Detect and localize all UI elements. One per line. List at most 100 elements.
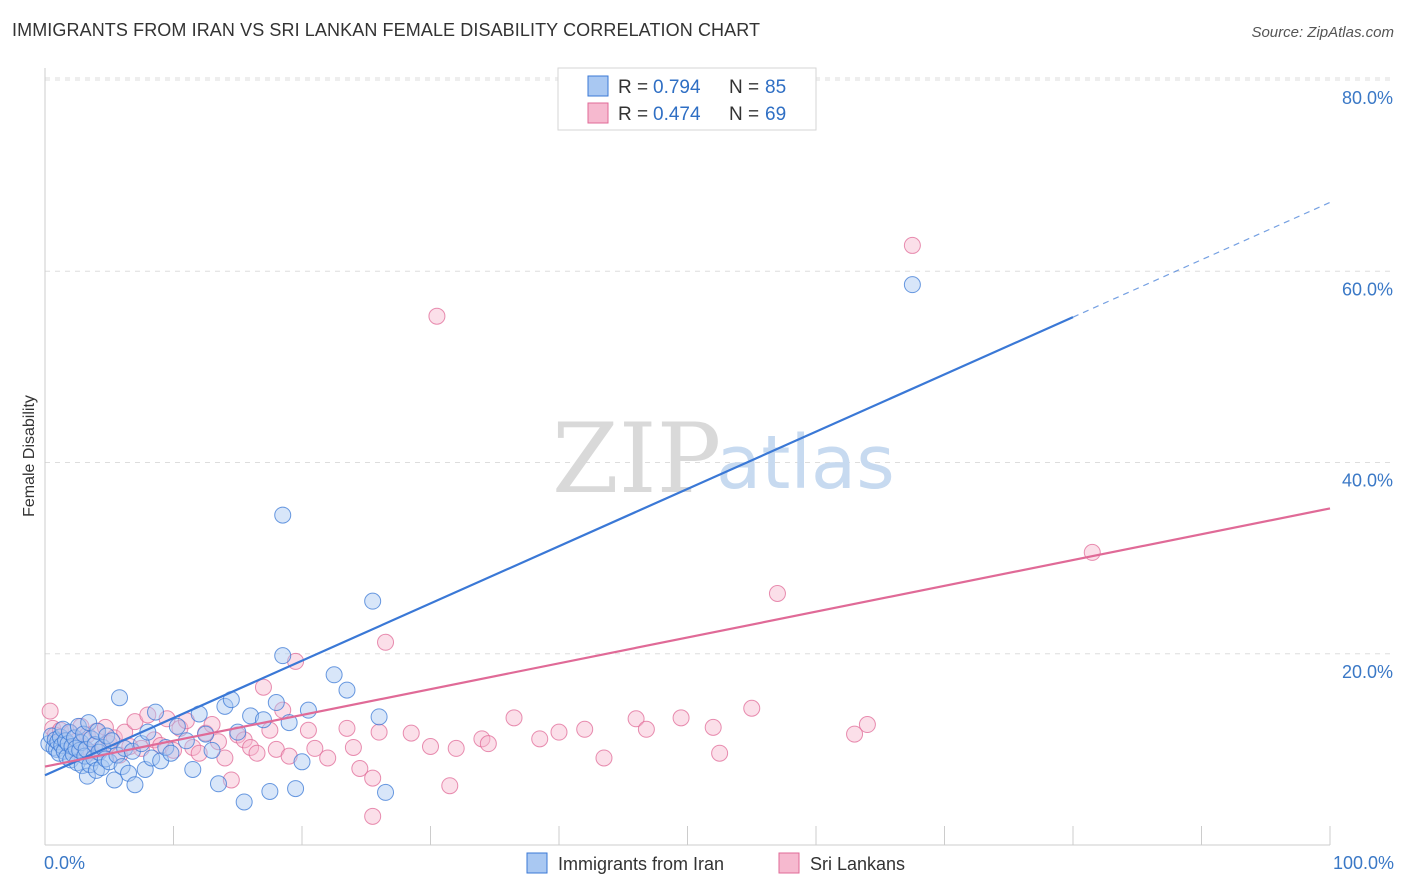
srilanka-point-73 bbox=[704, 718, 722, 736]
srilanka-point-76 bbox=[768, 585, 786, 603]
y-tick-label-40: 40.0% bbox=[1342, 471, 1393, 491]
trend-line-iran-extension bbox=[1072, 201, 1331, 318]
y-tick-label-80: 80.0% bbox=[1342, 88, 1393, 108]
iran-point-74 bbox=[261, 782, 279, 800]
srilanka-point-77 bbox=[846, 725, 864, 743]
iran-point-69 bbox=[242, 707, 260, 725]
iran-point-77 bbox=[274, 647, 292, 665]
srilanka-point-78 bbox=[858, 716, 876, 734]
iran-point-81 bbox=[377, 783, 395, 801]
legend-n-value-iran: 85 bbox=[765, 77, 786, 98]
srilanka-point-50 bbox=[319, 749, 337, 767]
bottom-legend-swatch-iran bbox=[526, 852, 548, 874]
srilanka-point-59 bbox=[422, 738, 439, 756]
legend-swatch-iran bbox=[587, 75, 609, 97]
bottom-legend-swatch-srilanka bbox=[778, 852, 800, 874]
srilanka-point-41 bbox=[248, 744, 266, 762]
y-tick-labels: 20.0% 40.0% 60.0% 80.0% bbox=[1342, 88, 1393, 682]
srilanka-point-37 bbox=[222, 771, 240, 789]
iran-point-65 bbox=[209, 775, 227, 793]
srilanka-point-40 bbox=[242, 738, 260, 756]
srilanka-point-32 bbox=[190, 744, 208, 762]
srilanka-point-58 bbox=[402, 724, 420, 742]
trend-lines bbox=[44, 201, 1331, 777]
iran-point-29 bbox=[80, 714, 98, 732]
legend-r-label-srilanka: R = bbox=[618, 104, 648, 125]
srilanka-point-71 bbox=[637, 720, 655, 738]
x-tick-label-max: 100.0% bbox=[1333, 853, 1394, 873]
srilanka-point-49 bbox=[306, 739, 324, 757]
iran-point-71 bbox=[267, 694, 285, 712]
iran-point-80 bbox=[338, 681, 356, 699]
legend-r-value-iran: 0.794 bbox=[653, 77, 701, 98]
iran-point-35 bbox=[89, 722, 107, 740]
source-label: Source: ZipAtlas.com bbox=[1251, 24, 1394, 41]
iran-point-84 bbox=[364, 592, 382, 610]
srilanka-point-66 bbox=[531, 730, 549, 748]
srilanka-point-60 bbox=[428, 307, 446, 325]
iran-point-70 bbox=[254, 711, 272, 729]
iran-point-34 bbox=[87, 761, 105, 779]
bottom-legend-label-srilanka: Sri Lankans bbox=[810, 854, 905, 874]
srilanka-point-74 bbox=[711, 744, 729, 762]
srilanka-point-52 bbox=[344, 738, 362, 756]
srilanka-point-61 bbox=[441, 777, 459, 795]
legend: R = 0.794 N = 85 R = 0.474 N = 69 bbox=[557, 67, 817, 131]
x-tick-label-min: 0.0% bbox=[44, 853, 85, 873]
iran-point-75 bbox=[235, 793, 253, 811]
srilanka-point-56 bbox=[370, 723, 388, 741]
y-tick-label-60: 60.0% bbox=[1342, 279, 1393, 299]
iran-point-83 bbox=[274, 506, 292, 524]
chart-title: IMMIGRANTS FROM IRAN VS SRI LANKAN FEMAL… bbox=[12, 20, 761, 40]
srilanka-point-62 bbox=[447, 739, 465, 757]
bottom-legend: Immigrants from Iran Sri Lankans bbox=[526, 852, 905, 874]
y-tick-label-20: 20.0% bbox=[1342, 662, 1393, 682]
gridlines bbox=[45, 77, 1392, 655]
legend-n-label-srilanka: N = bbox=[729, 104, 759, 125]
srilanka-point-51 bbox=[338, 719, 356, 737]
srilanka-point-72 bbox=[672, 709, 690, 727]
legend-r-label-iran: R = bbox=[618, 77, 648, 98]
legend-r-value-srilanka: 0.474 bbox=[653, 104, 701, 125]
srilanka-point-65 bbox=[505, 709, 523, 727]
iran-point-64 bbox=[203, 741, 221, 759]
srilanka-point-53 bbox=[351, 760, 369, 777]
iran-point-79 bbox=[325, 666, 343, 684]
srilanka-point-42 bbox=[254, 678, 272, 696]
srilanka-point-55 bbox=[364, 769, 382, 787]
watermark-zip: ZIP bbox=[552, 403, 721, 515]
srilanka-point-0 bbox=[41, 702, 59, 720]
iran-point-58 bbox=[162, 744, 180, 762]
srilanka-point-35 bbox=[209, 733, 227, 751]
series-immigrants-from-iran bbox=[40, 276, 921, 811]
srilanka-point-70 bbox=[627, 710, 645, 728]
iran-point-59 bbox=[168, 717, 186, 735]
srilanka-point-67 bbox=[550, 723, 568, 741]
x-axis-ticks bbox=[173, 826, 1331, 845]
iran-point-73 bbox=[293, 753, 311, 771]
iran-point-40 bbox=[98, 727, 116, 745]
iran-point-55 bbox=[147, 703, 165, 721]
iran-point-46 bbox=[113, 758, 131, 776]
srilanka-point-57 bbox=[377, 633, 395, 651]
srilanka-point-69 bbox=[595, 749, 613, 767]
iran-point-66 bbox=[216, 697, 234, 715]
srilanka-point-54 bbox=[364, 807, 382, 825]
y-axis-label: Female Disability bbox=[21, 395, 38, 517]
iran-point-60 bbox=[177, 732, 195, 750]
srilanka-point-31 bbox=[184, 738, 202, 756]
legend-n-value-srilanka: 69 bbox=[765, 104, 786, 125]
watermark-atlas: atlas bbox=[716, 420, 895, 506]
srilanka-point-64 bbox=[479, 735, 497, 753]
iran-point-61 bbox=[184, 760, 202, 778]
iran-point-82 bbox=[370, 708, 388, 726]
legend-n-label-iran: N = bbox=[729, 77, 759, 98]
bottom-legend-label-iran: Immigrants from Iran bbox=[558, 854, 724, 874]
srilanka-point-75 bbox=[743, 699, 761, 717]
srilanka-point-79 bbox=[903, 236, 921, 254]
legend-swatch-srilanka bbox=[587, 102, 609, 124]
trend-line-srilanka bbox=[44, 507, 1331, 768]
iran-point-76 bbox=[287, 780, 305, 798]
srilanka-point-36 bbox=[216, 749, 234, 767]
